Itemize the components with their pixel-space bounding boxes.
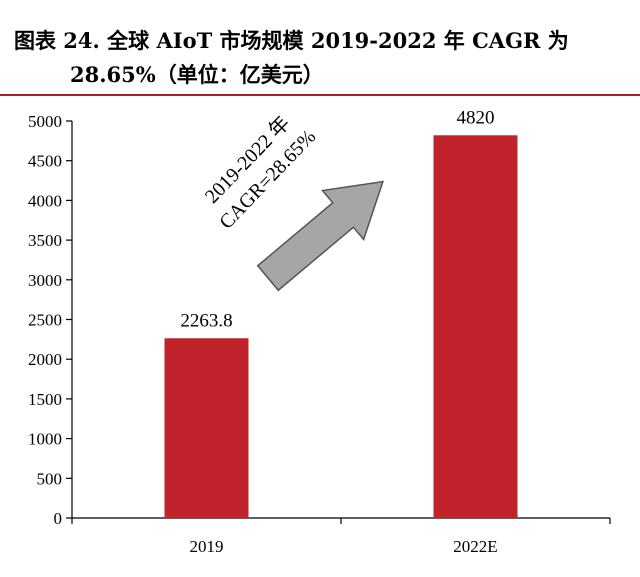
y-tick-label: 2500 — [28, 311, 62, 330]
cagr-annotation: 2019-2022 年 CAGR=28.65% — [200, 112, 385, 292]
data-label-2022e: 4820 — [457, 107, 495, 128]
title-divider — [0, 94, 640, 96]
chart-bars — [164, 135, 518, 519]
chart-axes: 0 500 1000 1500 2000 2500 3000 3500 4000 4500 5000 — [28, 112, 611, 528]
y-tick-label: 0 — [54, 509, 63, 528]
x-tick-label-2022e: 2022E — [453, 537, 497, 556]
cagr-arrow — [256, 180, 385, 292]
y-tick-label: 3000 — [28, 271, 62, 290]
y-tick-label: 500 — [37, 469, 63, 488]
chart-labels: 2263.8 2019 4820 2022E — [180, 107, 497, 556]
figure-title-line1: 图表 24. 全球 AIoT 市场规模 2019-2022 年 CAGR 为 — [14, 28, 569, 53]
y-tick-label: 5000 — [28, 112, 62, 131]
y-tick-label: 4500 — [28, 152, 62, 171]
y-tick-label: 4000 — [28, 191, 62, 210]
figure-title-line2: 28.65%（单位：亿美元） — [70, 62, 324, 87]
bar-2022e — [433, 135, 518, 519]
y-tick-label: 3500 — [28, 231, 62, 250]
x-tick-label-2019: 2019 — [190, 537, 224, 556]
y-tick-label: 1500 — [28, 390, 62, 409]
bar-2019 — [164, 338, 249, 518]
y-tick-label: 2000 — [28, 350, 62, 369]
y-tick-label: 1000 — [28, 430, 62, 449]
data-label-2019: 2263.8 — [180, 310, 232, 331]
figure-title: 图表 24. 全球 AIoT 市场规模 2019-2022 年 CAGR 为 2… — [14, 24, 634, 92]
